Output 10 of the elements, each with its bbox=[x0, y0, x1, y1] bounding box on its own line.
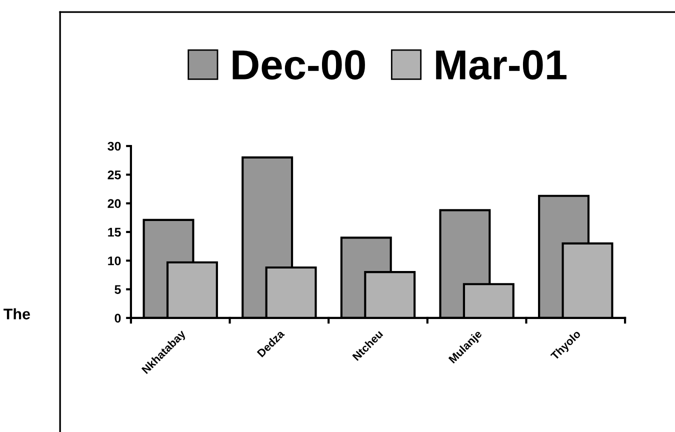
y-tick-label: 15 bbox=[108, 228, 121, 237]
text: The bbox=[4, 308, 30, 320]
y-tick-label: 10 bbox=[108, 256, 121, 266]
legend-label: Dec-00 bbox=[232, 50, 365, 80]
y-tick-label: 0 bbox=[114, 314, 121, 323]
y-tick-label: 20 bbox=[108, 199, 121, 208]
y-tick-label: 25 bbox=[108, 170, 121, 180]
legend-label: Mar-01 bbox=[436, 50, 566, 80]
y-tick-label: 30 bbox=[108, 142, 121, 151]
y-tick-label: 5 bbox=[114, 285, 121, 294]
